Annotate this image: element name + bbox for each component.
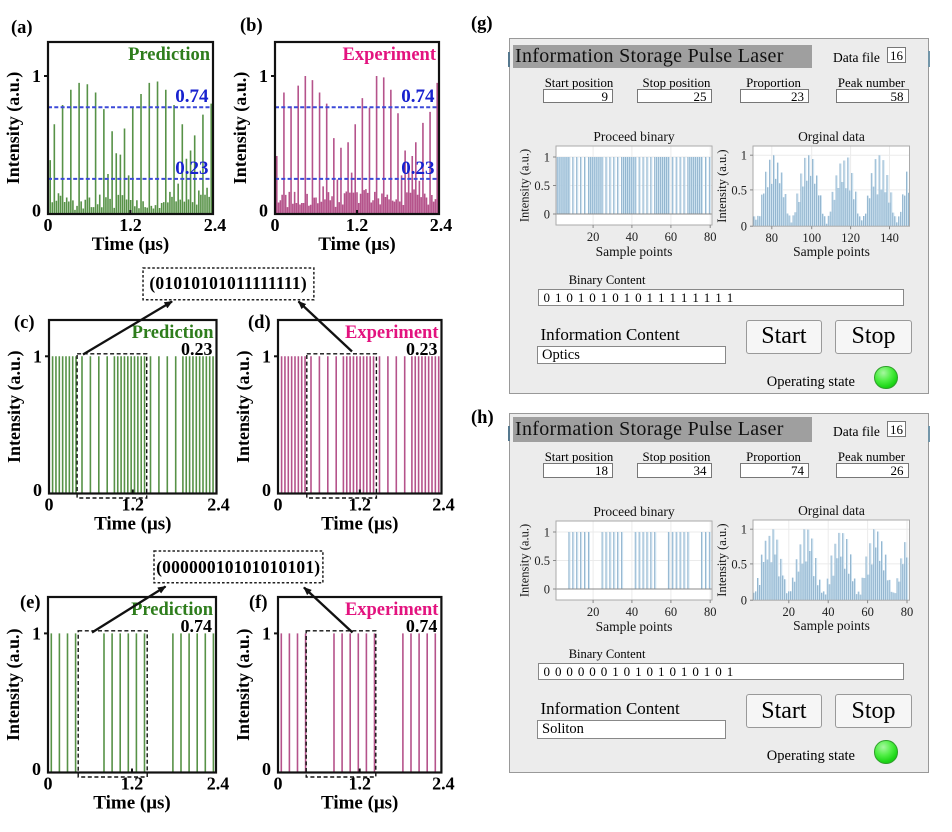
svg-text:Sample points: Sample points	[793, 618, 870, 633]
svg-text:Intensity (a.u.): Intensity (a.u.)	[233, 629, 254, 741]
svg-text:Intensity (a.u.): Intensity (a.u.)	[3, 71, 24, 184]
svg-text:Sample points: Sample points	[793, 244, 870, 259]
svg-text:20: 20	[586, 230, 599, 244]
svg-text:120: 120	[841, 231, 860, 245]
svg-text:Proceed binary: Proceed binary	[593, 504, 675, 519]
svg-text:Experiment: Experiment	[345, 323, 439, 343]
svg-text:0: 0	[259, 200, 268, 220]
svg-text:0: 0	[741, 594, 747, 608]
svg-text:0.74: 0.74	[401, 86, 435, 107]
svg-text:40: 40	[625, 230, 638, 244]
svg-text:0: 0	[741, 219, 747, 233]
svg-text:80: 80	[703, 230, 716, 244]
svg-text:Intensity (a.u.): Intensity (a.u.)	[4, 350, 25, 463]
svg-text:Experiment: Experiment	[342, 45, 436, 65]
svg-text:0: 0	[262, 759, 271, 779]
svg-text:1.2: 1.2	[349, 773, 371, 793]
svg-text:1: 1	[741, 523, 747, 537]
svg-text:Prediction: Prediction	[131, 323, 214, 343]
svg-text:60: 60	[861, 605, 874, 619]
svg-text:Intensity (a.u.): Intensity (a.u.)	[230, 71, 251, 184]
svg-text:Intensity (a.u.): Intensity (a.u.)	[715, 149, 729, 222]
svg-text:Prediction: Prediction	[128, 45, 211, 65]
svg-text:60: 60	[664, 605, 677, 619]
svg-text:1.2: 1.2	[348, 494, 371, 514]
svg-text:0: 0	[543, 208, 549, 222]
svg-text:80: 80	[703, 605, 716, 619]
svg-text:Time (μs): Time (μs)	[321, 513, 398, 534]
svg-text:Intensity (a.u.): Intensity (a.u.)	[517, 523, 531, 596]
svg-text:0.74: 0.74	[406, 616, 437, 636]
svg-text:1: 1	[32, 66, 41, 86]
svg-text:0.5: 0.5	[731, 183, 747, 197]
svg-text:40: 40	[822, 605, 835, 619]
svg-text:Orginal data: Orginal data	[798, 503, 865, 518]
svg-text:Proceed binary: Proceed binary	[593, 129, 675, 144]
svg-text:Time (μs): Time (μs)	[321, 792, 398, 813]
svg-text:1: 1	[262, 346, 271, 366]
svg-text:1.2: 1.2	[119, 215, 142, 235]
svg-text:0: 0	[543, 582, 549, 596]
svg-text:Orginal data: Orginal data	[798, 129, 865, 144]
svg-text:Sample points: Sample points	[595, 244, 672, 259]
svg-text:0.74: 0.74	[175, 86, 209, 107]
svg-text:0: 0	[273, 494, 282, 514]
svg-text:2.4: 2.4	[207, 494, 230, 514]
svg-text:Intensity (a.u.): Intensity (a.u.)	[233, 350, 254, 463]
svg-text:0.23: 0.23	[406, 339, 438, 359]
svg-text:0.5: 0.5	[534, 554, 550, 568]
svg-text:0: 0	[32, 759, 41, 779]
svg-text:1: 1	[543, 151, 549, 165]
svg-text:0: 0	[262, 480, 271, 500]
svg-text:80: 80	[901, 605, 914, 619]
svg-text:40: 40	[625, 605, 638, 619]
svg-text:Intensity (a.u.): Intensity (a.u.)	[715, 524, 729, 597]
svg-text:0: 0	[44, 774, 53, 794]
svg-text:80: 80	[766, 231, 779, 245]
svg-text:Intensity (a.u.): Intensity (a.u.)	[3, 629, 24, 742]
svg-text:2.4: 2.4	[203, 215, 226, 235]
svg-text:Experiment: Experiment	[345, 599, 439, 619]
svg-text:1: 1	[262, 623, 271, 643]
svg-text:2.4: 2.4	[207, 774, 230, 794]
svg-text:0.5: 0.5	[534, 179, 550, 193]
svg-text:0.5: 0.5	[731, 558, 747, 572]
svg-text:0: 0	[271, 215, 280, 235]
svg-text:2.4: 2.4	[430, 215, 453, 235]
svg-text:0: 0	[274, 773, 283, 793]
svg-text:Time (μs): Time (μs)	[93, 793, 170, 814]
svg-text:2.4: 2.4	[432, 494, 455, 514]
svg-text:20: 20	[586, 605, 599, 619]
svg-text:Sample points: Sample points	[595, 619, 672, 634]
svg-text:1.2: 1.2	[121, 494, 144, 514]
svg-text:0: 0	[32, 200, 41, 220]
svg-text:0.23: 0.23	[181, 339, 213, 359]
svg-text:1.2: 1.2	[346, 215, 369, 235]
svg-text:100: 100	[802, 231, 821, 245]
svg-text:0.74: 0.74	[181, 616, 213, 636]
svg-text:1: 1	[543, 525, 549, 539]
svg-text:1.2: 1.2	[121, 774, 144, 794]
svg-text:Intensity (a.u.): Intensity (a.u.)	[517, 149, 531, 222]
svg-text:Time (μs): Time (μs)	[94, 513, 171, 534]
svg-text:140: 140	[880, 231, 899, 245]
svg-text:0: 0	[44, 494, 53, 514]
svg-text:Time (μs): Time (μs)	[318, 234, 395, 255]
svg-text:1: 1	[259, 66, 268, 86]
svg-text:0.23: 0.23	[401, 157, 434, 178]
svg-text:2.4: 2.4	[432, 773, 454, 793]
svg-text:1: 1	[741, 148, 747, 162]
svg-text:60: 60	[664, 230, 677, 244]
svg-text:20: 20	[783, 605, 796, 619]
svg-text:1: 1	[33, 346, 42, 366]
svg-text:1: 1	[32, 623, 41, 643]
svg-text:0.23: 0.23	[175, 157, 208, 178]
svg-text:0: 0	[43, 215, 52, 235]
svg-text:Prediction: Prediction	[131, 600, 214, 620]
svg-text:Time (μs): Time (μs)	[91, 234, 168, 255]
svg-text:0: 0	[33, 480, 42, 500]
